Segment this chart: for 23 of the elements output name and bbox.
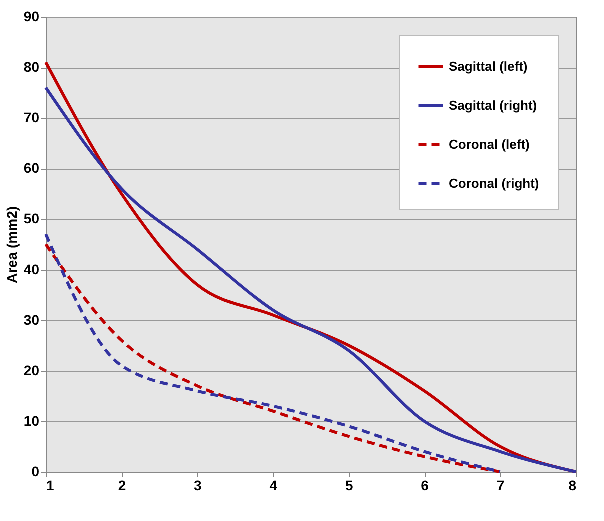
y-tick-label: 20: [24, 362, 40, 378]
legend-label: Sagittal (right): [449, 98, 538, 113]
x-tick-label: 8: [568, 478, 577, 494]
y-tick-label: 80: [24, 59, 40, 76]
legend-label: Sagittal (left): [449, 59, 528, 74]
x-tick-label: 2: [118, 478, 126, 494]
y-tick-label: 60: [24, 160, 40, 176]
y-tick-label: 70: [24, 110, 40, 126]
legend-label: Coronal (right): [449, 176, 540, 191]
x-tick-label: 7: [496, 478, 505, 494]
y-axis-title: Area (mm2): [4, 206, 20, 284]
x-tick-label: 5: [345, 478, 354, 494]
y-tick-label: 90: [24, 8, 40, 24]
y-tick-label: 10: [24, 412, 40, 429]
x-tick-label: 4: [270, 478, 278, 494]
y-tick-label: 50: [24, 210, 40, 227]
x-tick-label: 1: [46, 478, 54, 494]
y-tick-label: 40: [24, 261, 40, 278]
legend-label: Coronal (left): [449, 137, 530, 152]
y-tick-label: 30: [24, 312, 40, 328]
x-tick-label: 6: [421, 478, 430, 494]
x-tick-label: 3: [194, 478, 202, 494]
y-tick-label: 0: [32, 464, 40, 480]
